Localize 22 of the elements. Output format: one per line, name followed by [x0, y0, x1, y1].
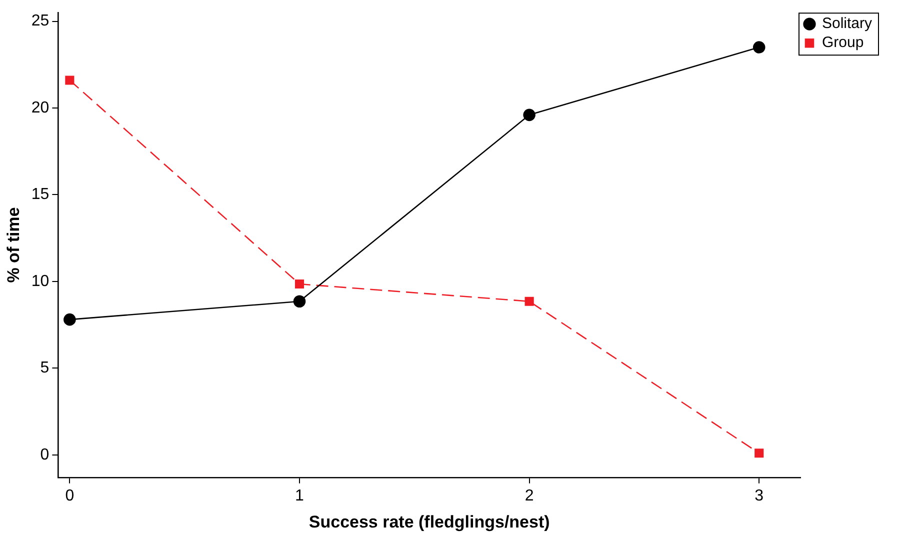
- y-tick-label: 25: [31, 12, 50, 30]
- x-tick-label: 2: [524, 487, 534, 504]
- legend-label: Group: [822, 34, 864, 52]
- y-tick-label: 15: [31, 186, 50, 204]
- legend-label: Solitary: [822, 15, 872, 32]
- x-axis-title: Success rate (fledglings/nest): [308, 512, 550, 532]
- point: [65, 76, 74, 85]
- y-axis-title: % of time: [4, 207, 23, 283]
- y-tick-label: 20: [31, 99, 50, 116]
- point: [754, 448, 764, 458]
- point: [294, 279, 304, 289]
- point: [524, 296, 534, 306]
- y-tick-label: 0: [40, 446, 50, 464]
- point: [64, 313, 76, 326]
- x-tick-label: 3: [754, 487, 764, 504]
- x-tick-label: 1: [295, 487, 304, 504]
- point: [523, 108, 536, 122]
- point: [293, 295, 306, 308]
- point: [752, 41, 766, 54]
- y-tick-label: 10: [31, 272, 50, 290]
- y-tick-label: 5: [40, 360, 50, 377]
- x-tick-label: 0: [65, 487, 74, 504]
